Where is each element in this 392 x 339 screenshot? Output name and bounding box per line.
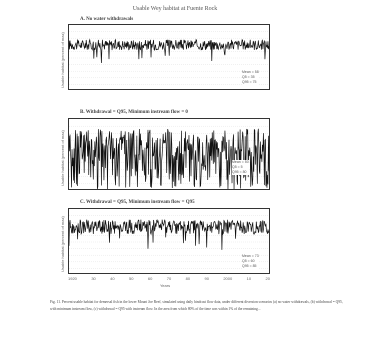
panel-c-plot <box>69 209 270 274</box>
legend-line: Q95 = 85 <box>242 264 259 269</box>
series-line <box>69 40 270 63</box>
panel-b-frame <box>68 118 270 190</box>
x-tick-label: 70 <box>167 276 171 281</box>
panel-c-legend: Mean = 73 Q5 = 60 Q95 = 85 <box>242 254 259 269</box>
panel-a-legend: Mean = 58 Q5 = 35 Q95 = 75 <box>242 70 259 85</box>
x-tick-label: 90 <box>204 276 208 281</box>
x-tick-label: 1920 <box>68 276 77 281</box>
x-tick-label: 2000 <box>223 276 232 281</box>
panel-a-label: A. No water withdrawals <box>80 17 133 22</box>
figure-title: Usable Wey habitat at Fuente Rock <box>60 6 290 12</box>
x-tick-label: 30 <box>91 276 95 281</box>
panel-c-frame <box>68 208 270 274</box>
panel-b-plot <box>69 119 270 190</box>
panel-a-ylabel: Usable habitat (percent of max) <box>60 32 65 88</box>
panel-b-label: B. Withdrawal = Q95, Minimum instream fl… <box>80 110 188 115</box>
x-axis-label: Years <box>160 283 170 288</box>
panel-b-legend: Mean = 50 Q5 = 5 Q95 = 80 <box>232 160 249 175</box>
panel-c-ylabel: Usable habitat (percent of max) <box>60 216 65 272</box>
x-tick-label: 40 <box>110 276 114 281</box>
figure-caption: Fig. 11. Percent usable habitat for deme… <box>50 299 350 312</box>
legend-line: Q95 = 80 <box>232 170 249 175</box>
panel-c-label: C. Withdrawal = Q95, Minimum instream fl… <box>80 200 195 205</box>
x-axis-ticks: 1920 30 40 50 60 70 80 90 2000 10 20 <box>68 276 270 281</box>
x-tick-label: 20 <box>266 276 270 281</box>
x-tick-label: 60 <box>148 276 152 281</box>
panel-a-frame <box>68 24 270 90</box>
series-line <box>69 220 270 250</box>
x-tick-label: 10 <box>247 276 251 281</box>
legend-line: Q95 = 75 <box>242 80 259 85</box>
panel-a-plot <box>69 25 270 90</box>
panel-b-ylabel: Usable habitat (percent of max) <box>60 130 65 186</box>
x-tick-label: 80 <box>186 276 190 281</box>
x-tick-label: 50 <box>129 276 133 281</box>
